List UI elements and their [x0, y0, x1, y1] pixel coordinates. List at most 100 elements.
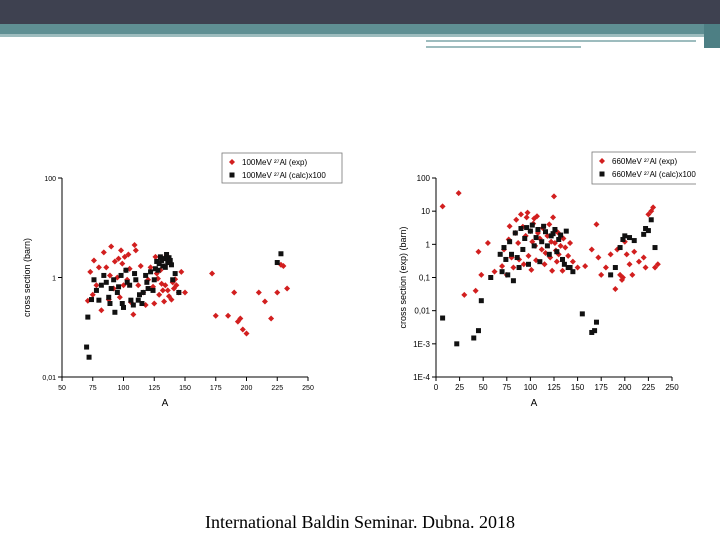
calc-data-point	[86, 354, 92, 360]
calc-data-point	[499, 269, 505, 275]
calc-data-point	[531, 243, 537, 249]
exp-data-point	[534, 213, 541, 220]
exp-data-point	[178, 268, 185, 275]
exp-data-point	[559, 267, 566, 274]
calc-data-point	[518, 226, 524, 232]
calc-data-point	[108, 286, 114, 292]
legend-marker-calc	[229, 172, 235, 178]
exp-data-point	[602, 264, 609, 271]
exp-data-point	[506, 223, 513, 230]
y-tick-label: 10	[421, 207, 430, 216]
exp-data-point	[598, 271, 605, 278]
exp-data-point	[565, 252, 572, 259]
exp-data-point	[472, 287, 479, 294]
exp-data-point	[549, 267, 556, 274]
chart-100mev: 50 75 100 125 150 175 200 225 250 0,01 1 100 Across …	[22, 152, 343, 409]
exp-data-point	[523, 214, 530, 221]
calc-data-point	[563, 228, 569, 234]
calc-data-point	[140, 289, 146, 295]
calc-data-point	[440, 315, 446, 321]
x-tick-label: 100	[118, 385, 130, 392]
calc-data-point	[652, 245, 658, 251]
x-tick-label: 150	[179, 385, 191, 392]
calc-data-point	[643, 226, 649, 232]
calc-data-point	[170, 277, 176, 283]
exp-data-point	[234, 318, 241, 325]
exp-data-point	[243, 330, 250, 337]
x-tick-label: 0	[434, 383, 439, 392]
exp-data-point	[650, 204, 657, 211]
calc-data-point	[274, 260, 280, 266]
calc-data-point	[544, 243, 550, 249]
exp-data-point	[623, 251, 630, 258]
exp-data-point	[130, 311, 137, 318]
y-tick-label: 0,01	[42, 375, 56, 382]
exp-data-point	[164, 287, 171, 294]
calc-data-point	[527, 228, 533, 234]
x-tick-label: 250	[665, 383, 679, 392]
calc-data-point	[526, 261, 532, 267]
exp-data-point	[255, 289, 262, 296]
x-tick-label: 225	[271, 385, 283, 392]
accent-band	[0, 24, 720, 34]
calc-data-point	[520, 246, 526, 252]
chart-660mev: 0 25 50 75 100 125 150 175 200 225 250 1E-4 1E-3 0,01…	[398, 151, 696, 409]
legend-marker-exp	[599, 158, 605, 164]
exp-data-point	[588, 246, 595, 253]
calc-data-point	[622, 233, 628, 239]
calc-data-point	[176, 289, 182, 295]
exp-data-point	[161, 298, 168, 305]
exp-data-point	[484, 239, 491, 246]
calc-data-point	[93, 287, 99, 293]
calc-data-point	[522, 235, 528, 241]
legend-marker-exp	[229, 159, 235, 165]
accent-band-light	[0, 34, 720, 37]
exp-data-point	[557, 242, 564, 249]
calc-data-point	[570, 269, 576, 275]
exp-data-point	[553, 258, 560, 265]
calc-data-point	[512, 230, 518, 236]
calc-data-point	[550, 231, 556, 237]
calc-data-point	[91, 277, 97, 283]
calc-data-point	[645, 228, 651, 234]
exp-data-point	[525, 252, 532, 259]
exp-data-point	[274, 289, 281, 296]
x-tick-label: 50	[479, 383, 488, 392]
exp-data-point	[103, 264, 110, 271]
calc-data-point	[85, 314, 91, 320]
calc-data-point	[155, 267, 161, 273]
calc-data-point	[558, 232, 564, 238]
calc-data-point	[103, 279, 109, 285]
calc-data-point	[119, 301, 125, 307]
calc-data-point	[164, 251, 170, 257]
y-tick-label: 0,1	[419, 274, 431, 283]
calc-data-point	[497, 251, 503, 257]
exp-data-point	[562, 244, 569, 251]
x-tick-label: 175	[210, 385, 222, 392]
exp-data-point	[461, 291, 468, 298]
exp-data-point	[147, 264, 154, 271]
calc-data-point	[505, 272, 511, 278]
legend-entry: 100MeV ²⁷Al (calc)x100	[242, 171, 326, 180]
top-banner	[0, 0, 720, 24]
footer-caption: International Baldin Seminar. Dubna. 201…	[205, 512, 515, 532]
calc-data-point	[132, 271, 138, 277]
calc-data-point	[539, 239, 545, 245]
exp-data-point	[182, 289, 188, 296]
calc-data-point	[533, 235, 539, 241]
calc-data-point	[543, 229, 549, 235]
exp-data-point	[529, 238, 536, 245]
x-tick-label: 200	[241, 385, 253, 392]
exp-data-point	[478, 271, 485, 278]
calc-data-point	[139, 301, 145, 307]
decor-line-short	[426, 46, 581, 48]
exp-data-point	[499, 263, 506, 270]
y-axis-label: cross section (exp) (barn)	[398, 226, 408, 328]
calc-data-point	[133, 277, 139, 283]
exp-data-point	[225, 312, 232, 319]
x-tick-label: 50	[58, 385, 66, 392]
exp-data-point	[152, 253, 159, 260]
calc-data-point	[112, 309, 118, 315]
calc-data-point	[524, 225, 530, 231]
calc-data-point	[114, 289, 120, 295]
